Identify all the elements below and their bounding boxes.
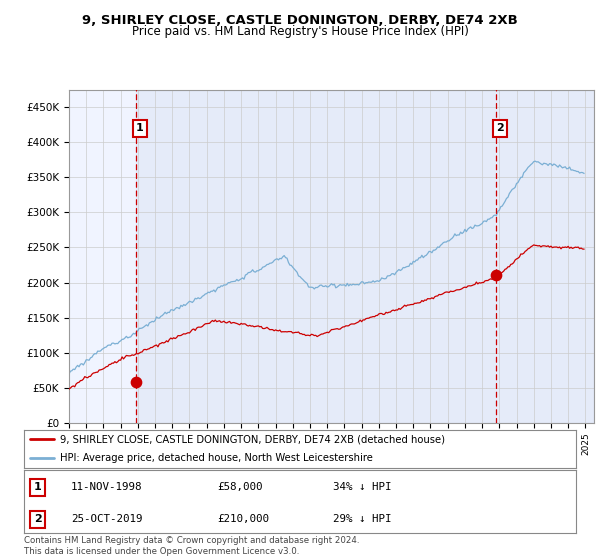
Text: 2: 2 (34, 514, 41, 524)
Text: 11-NOV-1998: 11-NOV-1998 (71, 482, 142, 492)
Text: 29% ↓ HPI: 29% ↓ HPI (333, 514, 392, 524)
Text: Price paid vs. HM Land Registry's House Price Index (HPI): Price paid vs. HM Land Registry's House … (131, 25, 469, 38)
Text: £58,000: £58,000 (217, 482, 263, 492)
Text: 34% ↓ HPI: 34% ↓ HPI (333, 482, 392, 492)
Text: 9, SHIRLEY CLOSE, CASTLE DONINGTON, DERBY, DE74 2XB (detached house): 9, SHIRLEY CLOSE, CASTLE DONINGTON, DERB… (60, 435, 445, 445)
Bar (136, 90, 594, 423)
Text: £210,000: £210,000 (217, 514, 269, 524)
Text: 1: 1 (34, 482, 41, 492)
Text: 1: 1 (136, 123, 144, 133)
Point (491, 271, 500, 280)
Text: HPI: Average price, detached house, North West Leicestershire: HPI: Average price, detached house, Nort… (60, 454, 373, 464)
Text: Contains HM Land Registry data © Crown copyright and database right 2024.
This d: Contains HM Land Registry data © Crown c… (24, 536, 359, 556)
Point (131, 377, 140, 386)
Text: 25-OCT-2019: 25-OCT-2019 (71, 514, 142, 524)
Text: 9, SHIRLEY CLOSE, CASTLE DONINGTON, DERBY, DE74 2XB: 9, SHIRLEY CLOSE, CASTLE DONINGTON, DERB… (82, 14, 518, 27)
Text: 2: 2 (496, 123, 504, 133)
